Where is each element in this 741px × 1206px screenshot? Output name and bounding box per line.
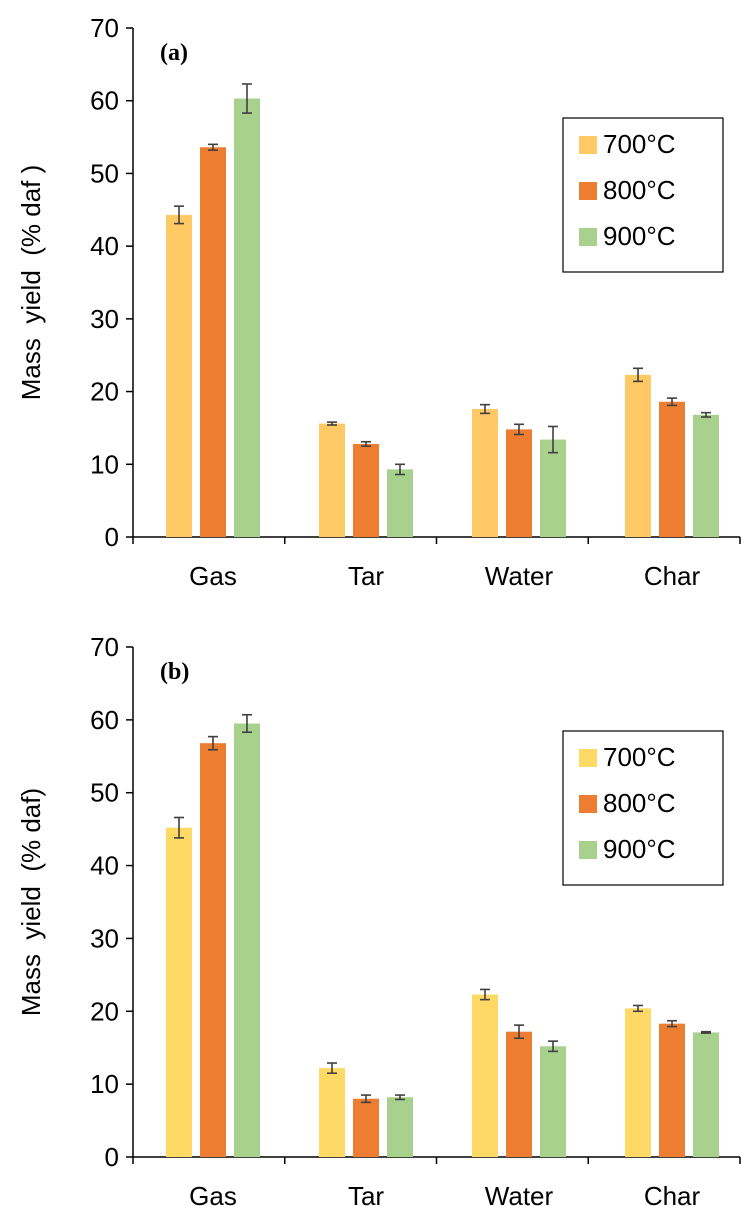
y-tick-label: 0 bbox=[105, 522, 119, 552]
y-tick-label: 30 bbox=[90, 304, 119, 334]
bar-gas-1 bbox=[200, 147, 226, 537]
bar-char-0 bbox=[625, 374, 651, 537]
legend: 700°C 800°C 900°C bbox=[562, 117, 724, 273]
bar-water-1 bbox=[506, 429, 532, 537]
bar-char-1 bbox=[659, 1023, 685, 1157]
x-tick-label-water: Water bbox=[485, 561, 554, 591]
y-tick-label: 40 bbox=[90, 231, 119, 261]
bar-tar-0 bbox=[319, 1068, 345, 1157]
x-tick-label-gas: Gas bbox=[189, 561, 237, 591]
legend-swatch bbox=[579, 841, 597, 859]
bar-water-2 bbox=[540, 1046, 566, 1157]
y-tick-label: 0 bbox=[105, 1142, 119, 1172]
bar-char-0 bbox=[625, 1008, 651, 1157]
y-axis-label: Mass yield (% daf ) bbox=[16, 165, 46, 401]
x-tick-label-tar: Tar bbox=[348, 561, 384, 591]
y-tick-label: 10 bbox=[90, 449, 119, 479]
bar-tar-2 bbox=[387, 469, 413, 537]
bar-tar-1 bbox=[353, 443, 379, 537]
bar-char-2 bbox=[693, 1032, 719, 1157]
y-tick-label: 10 bbox=[90, 1069, 119, 1099]
legend-entry-label: 800°C bbox=[603, 175, 676, 205]
x-tick-label-tar: Tar bbox=[348, 1181, 384, 1206]
y-tick-label: 30 bbox=[90, 923, 119, 953]
bar-tar-2 bbox=[387, 1097, 413, 1157]
panel-label: (a) bbox=[160, 40, 188, 66]
x-tick-label-char: Char bbox=[644, 561, 701, 591]
y-tick-label: 70 bbox=[90, 13, 119, 43]
x-tick-label-gas: Gas bbox=[189, 1181, 237, 1206]
y-tick-label: 60 bbox=[90, 86, 119, 116]
y-tick-label: 50 bbox=[90, 778, 119, 808]
bar-water-1 bbox=[506, 1031, 532, 1157]
bar-gas-1 bbox=[200, 743, 226, 1157]
chart-panel-b: 0 10 20 30 40 50 60 70 Gas Tar Water Char Mass yield… bbox=[16, 632, 741, 1206]
legend: 700°C 800°C 900°C bbox=[562, 730, 724, 886]
y-tick-label: 20 bbox=[90, 996, 119, 1026]
bar-water-0 bbox=[472, 409, 498, 537]
legend-entry-label: 900°C bbox=[603, 221, 676, 251]
legend-entry-label: 900°C bbox=[603, 834, 676, 864]
legend-entry-label: 700°C bbox=[603, 129, 676, 159]
x-tick-label-char: Char bbox=[644, 1181, 701, 1206]
chart-panel-a: 0 10 20 30 40 50 60 70 Gas Tar Water Char Mass yield… bbox=[16, 13, 741, 591]
bar-tar-1 bbox=[353, 1098, 379, 1157]
y-tick-label: 60 bbox=[90, 705, 119, 735]
bar-char-1 bbox=[659, 401, 685, 537]
bar-water-0 bbox=[472, 994, 498, 1157]
legend-swatch bbox=[579, 795, 597, 813]
x-tick-label-water: Water bbox=[485, 1181, 554, 1206]
y-axis-label: Mass yield (% daf) bbox=[16, 788, 46, 1016]
legend-swatch bbox=[579, 749, 597, 767]
bar-water-2 bbox=[540, 439, 566, 537]
bar-gas-2 bbox=[234, 98, 260, 537]
panel-label: (b) bbox=[160, 659, 189, 685]
bar-gas-0 bbox=[166, 214, 192, 537]
legend-entry-label: 700°C bbox=[603, 742, 676, 772]
y-tick-label: 40 bbox=[90, 851, 119, 881]
bar-char-2 bbox=[693, 414, 719, 537]
legend-swatch bbox=[579, 136, 597, 154]
y-tick-label: 70 bbox=[90, 632, 119, 662]
bar-gas-0 bbox=[166, 827, 192, 1157]
legend-entry-label: 800°C bbox=[603, 788, 676, 818]
bar-gas-2 bbox=[234, 723, 260, 1157]
y-tick-label: 20 bbox=[90, 377, 119, 407]
y-tick-label: 50 bbox=[90, 158, 119, 188]
legend-swatch bbox=[579, 182, 597, 200]
bar-tar-0 bbox=[319, 423, 345, 537]
legend-swatch bbox=[579, 228, 597, 246]
